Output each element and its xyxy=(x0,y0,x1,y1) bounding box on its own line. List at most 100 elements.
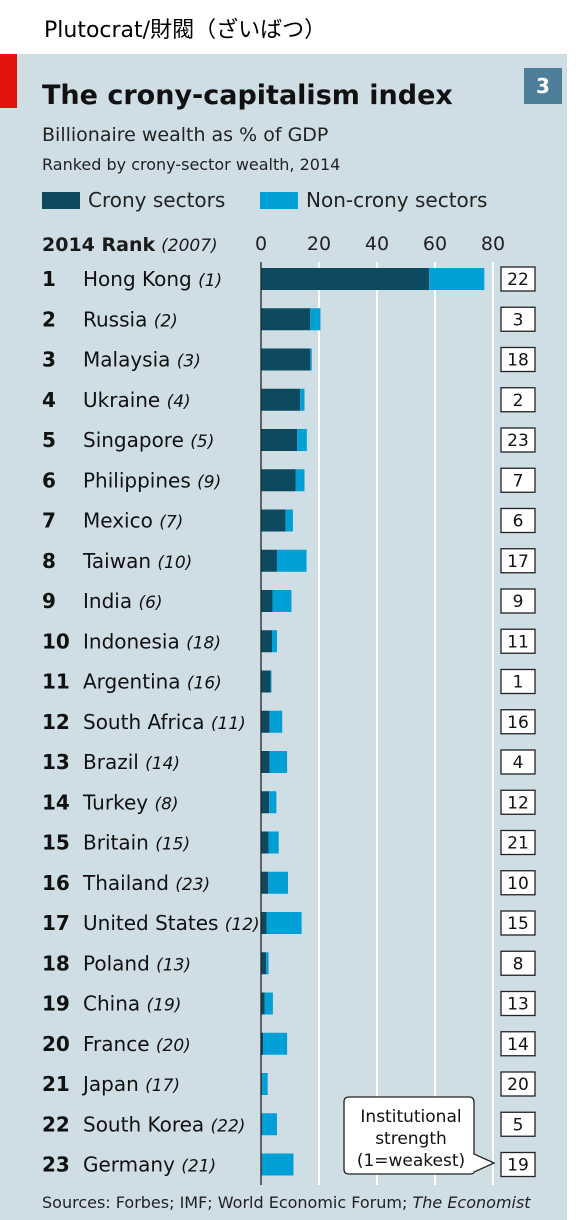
institutional-value: 10 xyxy=(507,874,529,894)
legend-item-noncrony: Non-crony sectors xyxy=(260,188,487,212)
country-name: Germany xyxy=(83,1153,181,1177)
institutional-value: 8 xyxy=(513,954,524,974)
rank-2007: (11) xyxy=(211,714,246,734)
rank-label: 8 xyxy=(42,549,56,573)
bar-noncrony xyxy=(269,791,277,814)
bar-noncrony xyxy=(285,509,293,532)
bar-noncrony xyxy=(268,831,279,854)
rank-label: 1 xyxy=(42,267,56,291)
country-name: India xyxy=(83,589,138,613)
country-label: Germany (21) xyxy=(83,1153,216,1177)
bar-crony xyxy=(261,791,270,814)
rank-2007: (3) xyxy=(177,352,201,372)
country-name: China xyxy=(83,992,147,1016)
institutional-value: 15 xyxy=(507,914,529,934)
image-caption: Plutocrat/財閥（ざいばつ） xyxy=(44,18,327,43)
institutional-box xyxy=(500,588,536,614)
rank-header-2007: (2007) xyxy=(161,236,218,256)
institutional-box xyxy=(500,387,536,413)
rank-label: 15 xyxy=(42,831,70,855)
institutional-box xyxy=(500,467,536,493)
institutional-box xyxy=(500,829,536,856)
bar-crony xyxy=(261,871,269,894)
institutional-value: 11 xyxy=(507,632,529,652)
rank-label: 11 xyxy=(42,670,70,694)
chart-title: The crony-capitalism index xyxy=(42,80,453,111)
bar-noncrony xyxy=(269,751,288,773)
institutional-value: 2 xyxy=(513,391,524,411)
bar-noncrony xyxy=(263,1032,288,1055)
country-name: Poland xyxy=(83,951,156,975)
legend-label-crony: Crony sectors xyxy=(88,188,226,212)
bar-crony xyxy=(261,831,269,854)
country-label: France (20) xyxy=(83,1032,191,1056)
institutional-value: 7 xyxy=(513,471,524,491)
footer-sources: Sources: Forbes; IMF; World Economic For… xyxy=(42,1193,413,1212)
bar-crony xyxy=(261,1032,264,1055)
institutional-box xyxy=(500,668,536,695)
rank-2007: (18) xyxy=(186,633,221,653)
rank-2007: (1) xyxy=(198,271,222,291)
rank-label: 21 xyxy=(42,1072,70,1096)
rank-label: 14 xyxy=(42,790,70,814)
bar-noncrony xyxy=(310,348,312,371)
rank-label: 13 xyxy=(42,750,70,774)
country-label: Brazil (14) xyxy=(83,750,180,774)
bar-crony xyxy=(261,388,301,411)
rank-label: 5 xyxy=(42,428,56,452)
rank-2007: (15) xyxy=(155,835,190,855)
rank-column-header: 2014 Rank (2007) xyxy=(42,234,218,256)
institutional-value: 22 xyxy=(507,270,529,290)
rank-label: 22 xyxy=(42,1112,70,1136)
x-tick-label: 80 xyxy=(481,233,505,255)
country-label: China (19) xyxy=(83,992,181,1016)
bar-crony xyxy=(261,429,298,451)
institutional-value: 18 xyxy=(507,351,529,371)
callout-line2: strength xyxy=(375,1129,447,1149)
bar-noncrony xyxy=(264,992,273,1015)
institutional-box xyxy=(500,709,536,735)
country-label: Mexico (7) xyxy=(83,509,183,533)
country-label: South Korea (22) xyxy=(83,1112,245,1136)
bar-crony xyxy=(261,268,430,290)
institutional-box xyxy=(500,306,536,332)
rank-label: 10 xyxy=(42,629,70,653)
institutional-value: 12 xyxy=(507,793,529,813)
rank-label: 9 xyxy=(42,589,56,613)
bar-crony xyxy=(261,952,267,975)
institutional-value: 23 xyxy=(507,431,529,451)
rank-label: 23 xyxy=(42,1153,70,1177)
country-name: Russia xyxy=(83,307,154,331)
country-label: Poland (13) xyxy=(83,951,191,975)
bar-noncrony xyxy=(272,590,292,612)
country-name: United States xyxy=(83,911,225,935)
country-label: Britain (15) xyxy=(83,831,190,855)
country-name: Philippines xyxy=(83,468,197,492)
country-label: United States (12) xyxy=(83,911,260,935)
country-name: France xyxy=(83,1032,156,1056)
rank-2007: (17) xyxy=(145,1076,180,1096)
bar-noncrony xyxy=(295,469,305,492)
institutional-box xyxy=(500,990,536,1017)
rank-2007: (23) xyxy=(175,875,210,895)
bar-noncrony xyxy=(268,871,288,894)
institutional-value: 20 xyxy=(507,1075,529,1095)
country-name: Ukraine xyxy=(83,388,167,412)
bar-crony xyxy=(261,912,267,934)
country-label: Indonesia (18) xyxy=(83,629,221,653)
bar-crony xyxy=(261,670,271,693)
rank-label: 18 xyxy=(42,951,70,975)
bar-noncrony xyxy=(261,1113,277,1136)
institutional-value: 17 xyxy=(507,552,529,572)
rank-label: 6 xyxy=(42,468,56,492)
country-name: South Korea xyxy=(83,1112,211,1136)
institutional-callout xyxy=(343,1096,496,1175)
institutional-box xyxy=(500,950,536,976)
institutional-box xyxy=(500,507,536,534)
institutional-value: 13 xyxy=(507,995,529,1015)
rank-label: 20 xyxy=(42,1032,70,1056)
country-label: Thailand (23) xyxy=(82,871,210,895)
country-label: Argentina (16) xyxy=(83,670,222,694)
country-label: Russia (2) xyxy=(83,307,178,331)
country-label: Singapore (5) xyxy=(83,428,214,452)
